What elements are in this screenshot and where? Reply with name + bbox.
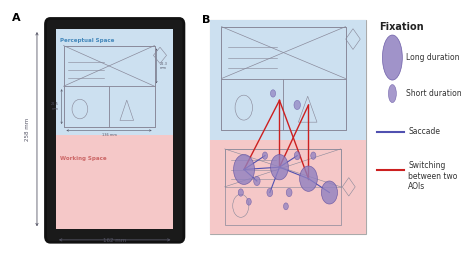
Bar: [225, 149, 341, 225]
Circle shape: [234, 154, 255, 184]
Bar: [221, 27, 346, 131]
Text: 136 mm: 136 mm: [101, 133, 117, 137]
Circle shape: [294, 152, 300, 160]
Bar: [210, 20, 366, 140]
Circle shape: [267, 188, 273, 197]
Bar: [56, 135, 173, 229]
Circle shape: [286, 188, 292, 197]
FancyBboxPatch shape: [46, 18, 184, 242]
Bar: [64, 46, 155, 127]
Text: 162 mm: 162 mm: [103, 238, 127, 243]
Bar: [64, 46, 155, 86]
Bar: [109, 86, 155, 127]
Text: Long duration: Long duration: [406, 53, 460, 62]
Text: Short duration: Short duration: [406, 89, 462, 98]
Circle shape: [383, 35, 402, 80]
Bar: [210, 140, 366, 234]
Circle shape: [271, 90, 275, 97]
Circle shape: [271, 154, 288, 180]
Circle shape: [388, 84, 396, 103]
Circle shape: [321, 181, 337, 204]
Bar: [56, 29, 173, 135]
Text: Saccade: Saccade: [408, 127, 440, 136]
Text: Fixation: Fixation: [379, 22, 424, 31]
Text: Working Space: Working Space: [60, 156, 106, 161]
Bar: [225, 149, 341, 187]
Bar: [221, 79, 283, 131]
Bar: [64, 86, 109, 127]
Bar: [221, 27, 346, 79]
Circle shape: [300, 166, 318, 191]
Bar: [283, 79, 346, 131]
Text: 258 mm: 258 mm: [25, 118, 30, 141]
Circle shape: [263, 152, 267, 159]
Circle shape: [246, 198, 251, 205]
Circle shape: [283, 203, 288, 210]
Text: A: A: [12, 13, 21, 23]
Circle shape: [294, 100, 301, 110]
Circle shape: [254, 176, 260, 186]
Circle shape: [238, 189, 243, 196]
Text: Switching
between two
AOIs: Switching between two AOIs: [408, 161, 458, 191]
Text: Perceptual Space: Perceptual Space: [60, 38, 114, 42]
Text: 22.5
mm: 22.5 mm: [51, 102, 59, 111]
Text: 22.3
mm: 22.3 mm: [159, 62, 167, 70]
Circle shape: [311, 152, 316, 159]
Text: B: B: [202, 15, 210, 25]
